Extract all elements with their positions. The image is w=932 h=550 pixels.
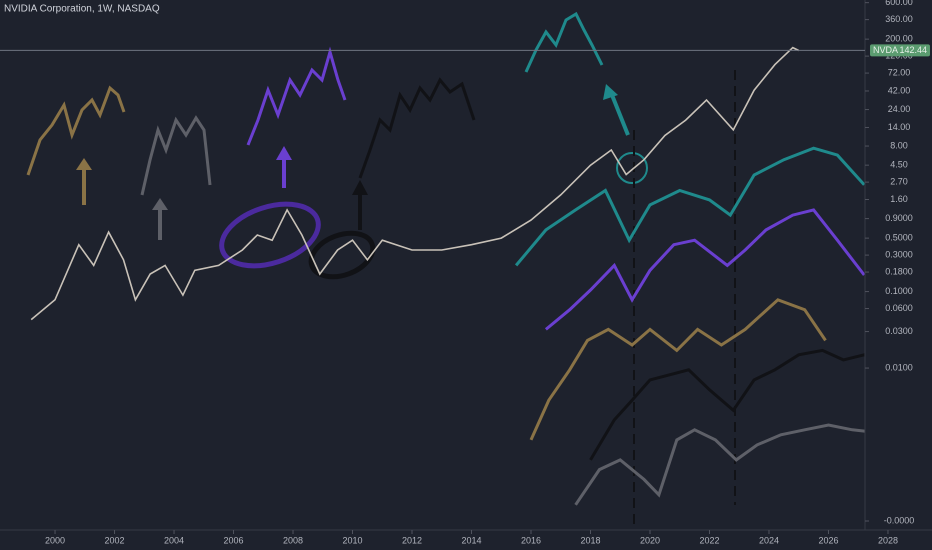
y-tick-label: 1.60: [890, 194, 908, 204]
y-tick-label: 72.00: [888, 67, 911, 77]
y-tick-label: 0.0600: [885, 303, 913, 313]
drawings: [26, 11, 736, 530]
y-tick-label: -0.0000: [884, 515, 915, 525]
x-tick-label: 2008: [283, 535, 303, 545]
x-tick-label: 2024: [759, 535, 779, 545]
y-tick-label: 2.70: [890, 176, 908, 186]
x-tick-label: 2014: [461, 535, 481, 545]
x-tick-label: 2002: [105, 535, 125, 545]
y-tick-label: 0.3000: [885, 249, 913, 259]
price-line: [30, 46, 800, 321]
last-price-symbol: NVDA: [873, 45, 898, 55]
x-tick-label: 2010: [342, 535, 362, 545]
y-tick-label: 0.0300: [885, 326, 913, 336]
x-tick-label: 2020: [640, 535, 660, 545]
chart-title: NVIDIA Corporation, 1W, NASDAQ: [4, 4, 160, 15]
y-tick-label: 0.1800: [885, 266, 913, 276]
y-tick-label: 24.00: [888, 104, 911, 114]
x-tick-label: 2004: [164, 535, 184, 545]
y-tick-label: 8.00: [890, 140, 908, 150]
y-tick-label: 0.9000: [885, 213, 913, 223]
y-tick-label: 0.0100: [885, 362, 913, 372]
y-tick-label: 200.00: [885, 34, 913, 44]
y-tick-label: 0.1000: [885, 286, 913, 296]
x-tick-label: 2026: [818, 535, 838, 545]
y-tick-label: 14.00: [888, 122, 911, 132]
y-tick-label: 360.00: [885, 14, 913, 24]
x-tick-label: 2018: [580, 535, 600, 545]
y-tick-label: 4.50: [890, 160, 908, 170]
price-line: [589, 348, 899, 461]
x-tick-label: 2000: [45, 535, 65, 545]
price-line: [529, 298, 827, 441]
x-tick-label: 2028: [878, 535, 898, 545]
price-line: [574, 423, 898, 506]
price-line: [544, 208, 866, 331]
x-tick-label: 2022: [699, 535, 719, 545]
y-tick-label: 0.5000: [885, 233, 913, 243]
x-tick-label: 2016: [521, 535, 541, 545]
price-axis: [865, 0, 932, 530]
y-tick-label: 600.00: [885, 0, 913, 7]
price-line: [514, 146, 866, 267]
last-price-tag: [870, 44, 930, 57]
x-tick-label: 2012: [402, 535, 422, 545]
x-tick-label: 2006: [224, 535, 244, 545]
y-tick-label: 42.00: [888, 85, 911, 95]
last-price-value: 142.44: [899, 45, 927, 55]
